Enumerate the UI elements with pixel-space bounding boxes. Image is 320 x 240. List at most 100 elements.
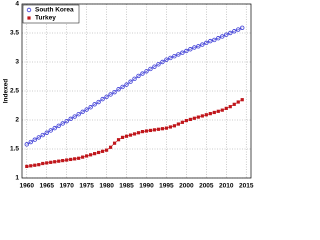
y-tick-label: 4	[15, 1, 19, 8]
marker	[77, 156, 81, 160]
marker	[120, 84, 125, 90]
marker	[45, 161, 49, 165]
marker	[92, 102, 97, 107]
marker	[240, 25, 245, 30]
marker	[212, 110, 216, 115]
marker	[168, 55, 173, 61]
marker	[93, 152, 97, 156]
marker	[52, 125, 57, 131]
marker	[108, 145, 113, 149]
legend-marker	[26, 7, 32, 13]
marker	[88, 105, 93, 110]
x-tick-label: 1985	[119, 183, 134, 190]
x-tick-label: 2010	[219, 183, 234, 190]
marker	[48, 128, 53, 133]
marker	[180, 50, 185, 55]
y-tick-label: 1.5	[10, 146, 19, 153]
series-line	[26, 27, 243, 145]
marker	[224, 32, 229, 37]
marker	[85, 154, 89, 158]
marker	[164, 126, 169, 130]
marker	[148, 66, 153, 72]
marker	[29, 164, 33, 168]
marker	[220, 34, 225, 39]
marker	[84, 107, 89, 112]
x-tick-label: 1990	[139, 183, 154, 190]
marker	[232, 29, 237, 34]
marker	[168, 125, 173, 129]
marker	[104, 94, 109, 99]
marker	[80, 109, 85, 115]
legend-marker	[27, 16, 31, 20]
marker	[188, 47, 193, 52]
marker	[204, 40, 209, 46]
marker	[160, 127, 165, 131]
legend-label: Turkey	[35, 15, 56, 22]
marker	[180, 120, 184, 124]
marker	[36, 135, 41, 140]
marker	[152, 64, 157, 69]
marker	[57, 159, 61, 163]
marker	[236, 100, 240, 104]
marker	[32, 137, 37, 142]
y-tick-label: 1	[15, 175, 19, 182]
marker	[240, 98, 244, 102]
marker	[108, 92, 113, 97]
marker	[140, 71, 145, 76]
marker	[116, 87, 121, 92]
marker	[81, 155, 85, 159]
marker	[192, 45, 197, 50]
marker	[44, 130, 49, 135]
x-tick-label: 1975	[79, 183, 94, 190]
legend-box	[22, 4, 80, 24]
marker	[228, 105, 232, 109]
marker	[136, 131, 141, 135]
marker	[128, 79, 133, 84]
plot-frame	[21, 3, 252, 179]
marker	[120, 135, 125, 139]
marker	[176, 52, 181, 57]
marker	[132, 132, 137, 136]
marker	[208, 112, 212, 116]
marker	[172, 124, 177, 128]
marker	[196, 44, 201, 49]
marker	[104, 148, 109, 152]
marker	[37, 163, 41, 167]
marker	[144, 69, 149, 74]
marker	[68, 116, 73, 122]
marker	[72, 114, 77, 119]
marker	[73, 157, 77, 161]
x-tick-label: 1965	[40, 183, 55, 190]
marker	[216, 109, 220, 113]
marker	[212, 37, 217, 43]
marker	[220, 108, 224, 112]
marker	[60, 121, 65, 126]
marker	[116, 138, 121, 142]
marker	[33, 163, 37, 167]
marker	[112, 89, 117, 95]
legend-label: South Korea	[35, 7, 74, 14]
marker	[124, 82, 129, 87]
y-axis-label: Indexed	[3, 79, 10, 104]
marker	[41, 161, 45, 166]
marker	[160, 59, 165, 65]
marker	[96, 150, 101, 155]
marker	[164, 57, 169, 62]
marker	[200, 114, 204, 118]
marker	[196, 115, 200, 119]
marker	[152, 128, 157, 132]
marker	[100, 149, 105, 153]
x-tick-label: 1995	[159, 183, 174, 190]
x-tick-label: 2000	[179, 183, 194, 190]
marker	[228, 30, 233, 36]
marker	[216, 36, 221, 41]
marker	[192, 116, 196, 120]
marker	[64, 118, 69, 124]
chart: Indexed 1 1.5 2 2.5 3 3.5 4 1960 1965 1970 1975 198…	[3, 1, 254, 190]
marker	[69, 157, 73, 162]
marker	[65, 158, 69, 162]
marker	[224, 106, 228, 110]
marker	[172, 54, 177, 59]
marker	[236, 27, 241, 32]
y-tick-label: 3.5	[10, 30, 19, 37]
